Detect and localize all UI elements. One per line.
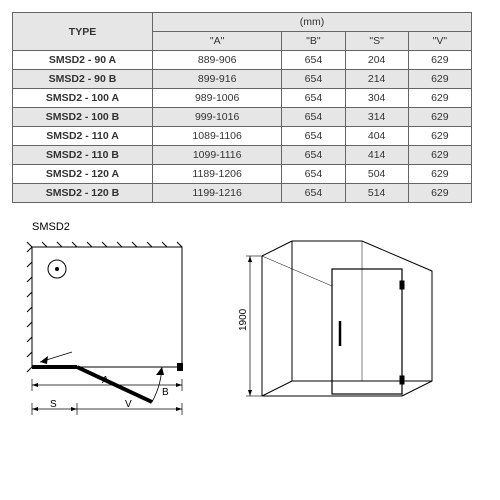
cell-v: 629 <box>408 127 471 146</box>
mm-header: (mm) <box>153 13 472 32</box>
cell-b: 654 <box>282 146 345 165</box>
cell-s: 314 <box>345 108 408 127</box>
dim-height-label: 1900 <box>238 308 249 331</box>
cell-a: 1089-1106 <box>153 127 282 146</box>
cell-type: SMSD2 - 90 B <box>13 70 153 89</box>
plan-diagram-icon: B S V A <box>12 237 212 417</box>
cell-b: 654 <box>282 51 345 70</box>
cell-s: 214 <box>345 70 408 89</box>
table-body: SMSD2 - 90 A889-906654204629 SMSD2 - 90 … <box>13 51 472 203</box>
table-row: SMSD2 - 110 B1099-1116654414629 <box>13 146 472 165</box>
cell-s: 204 <box>345 51 408 70</box>
cell-s: 304 <box>345 89 408 108</box>
cell-b: 654 <box>282 127 345 146</box>
cell-type: SMSD2 - 100 B <box>13 108 153 127</box>
cell-type: SMSD2 - 120 B <box>13 184 153 203</box>
plan-view: SMSD2 B <box>12 221 212 422</box>
cell-type: SMSD2 - 120 A <box>13 165 153 184</box>
cell-type: SMSD2 - 110 A <box>13 127 153 146</box>
cell-a: 999-1016 <box>153 108 282 127</box>
cell-a: 889-906 <box>153 51 282 70</box>
dim-s-label: S <box>50 399 57 410</box>
cell-s: 514 <box>345 184 408 203</box>
cell-s: 404 <box>345 127 408 146</box>
table-row: SMSD2 - 110 A1089-1106654404629 <box>13 127 472 146</box>
col-a: "A" <box>153 32 282 51</box>
cell-type: SMSD2 - 110 B <box>13 146 153 165</box>
iso-diagram-icon: 1900 <box>232 221 472 421</box>
col-s: "S" <box>345 32 408 51</box>
col-b: "B" <box>282 32 345 51</box>
table-row: SMSD2 - 120 A1189-1206654504629 <box>13 165 472 184</box>
cell-v: 629 <box>408 89 471 108</box>
dimensions-table: TYPE (mm) "A" "B" "S" "V" SMSD2 - 90 A88… <box>12 12 472 203</box>
diagram-area: SMSD2 B <box>12 221 488 426</box>
cell-b: 654 <box>282 70 345 89</box>
type-header: TYPE <box>13 13 153 51</box>
cell-v: 629 <box>408 184 471 203</box>
cell-v: 629 <box>408 70 471 89</box>
table-row: SMSD2 - 90 B899-916654214629 <box>13 70 472 89</box>
dim-v-label: V <box>125 399 132 410</box>
table-row: SMSD2 - 120 B1199-1216654514629 <box>13 184 472 203</box>
table-row: SMSD2 - 100 A989-1006654304629 <box>13 89 472 108</box>
cell-a: 989-1006 <box>153 89 282 108</box>
cell-s: 504 <box>345 165 408 184</box>
table-row: SMSD2 - 90 A889-906654204629 <box>13 51 472 70</box>
dim-a-label: A <box>102 375 109 386</box>
cell-v: 629 <box>408 146 471 165</box>
dim-b-label: B <box>162 387 169 398</box>
cell-b: 654 <box>282 165 345 184</box>
table-row: SMSD2 - 100 B999-1016654314629 <box>13 108 472 127</box>
iso-view: 1900 <box>232 221 472 426</box>
cell-v: 629 <box>408 51 471 70</box>
cell-v: 629 <box>408 108 471 127</box>
cell-b: 654 <box>282 108 345 127</box>
cell-v: 629 <box>408 165 471 184</box>
cell-s: 414 <box>345 146 408 165</box>
cell-a: 1199-1216 <box>153 184 282 203</box>
cell-b: 654 <box>282 89 345 108</box>
cell-a: 1099-1116 <box>153 146 282 165</box>
cell-b: 654 <box>282 184 345 203</box>
diagram-label: SMSD2 <box>32 221 212 233</box>
cell-type: SMSD2 - 90 A <box>13 51 153 70</box>
cell-a: 899-916 <box>153 70 282 89</box>
cell-type: SMSD2 - 100 A <box>13 89 153 108</box>
col-v: "V" <box>408 32 471 51</box>
cell-a: 1189-1206 <box>153 165 282 184</box>
